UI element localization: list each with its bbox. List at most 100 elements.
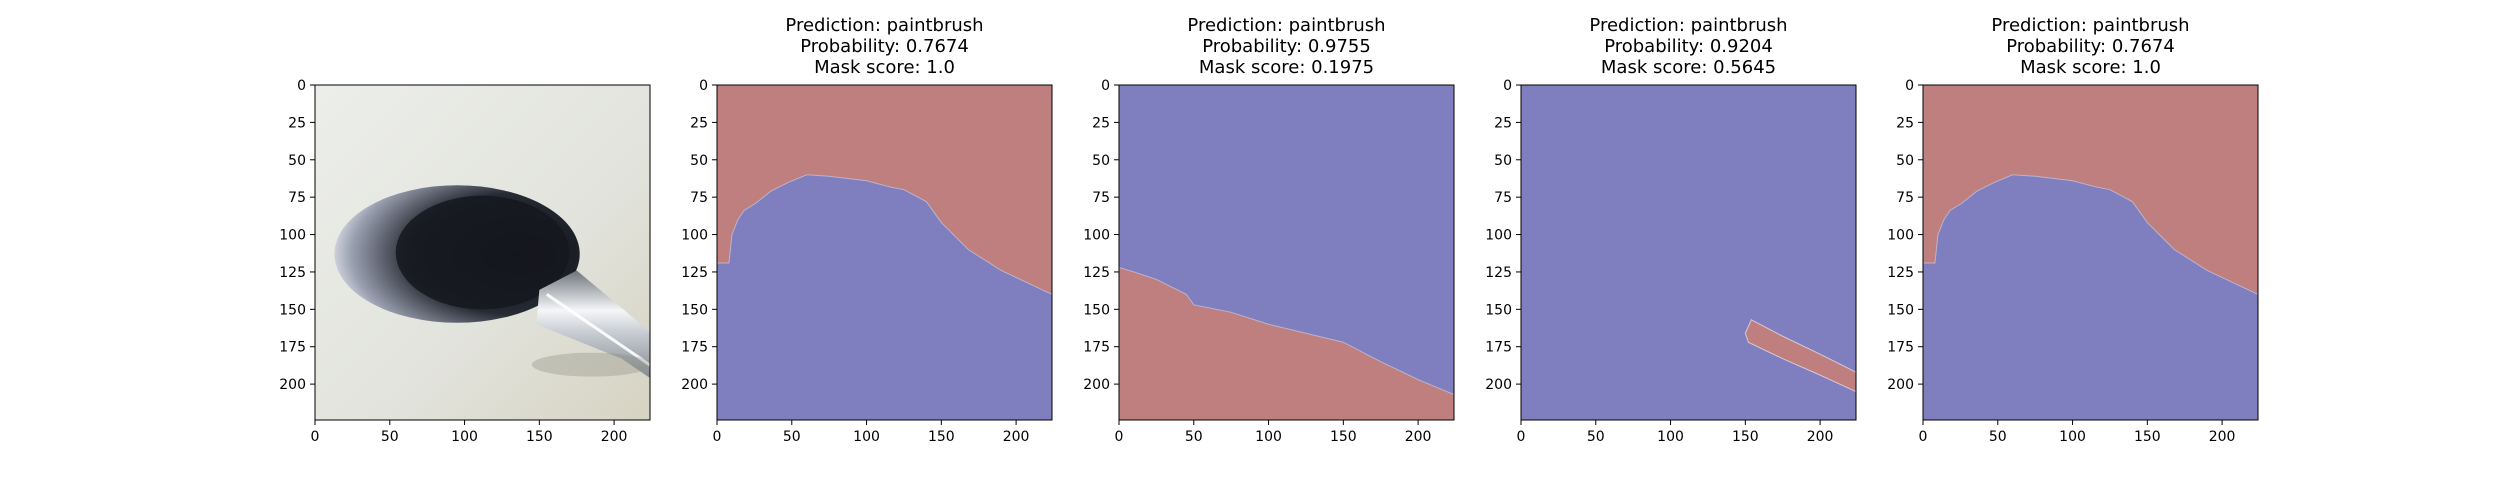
y-tick-label: 200 (279, 377, 306, 393)
y-tick-label: 125 (279, 265, 306, 281)
y-tick-label: 50 (1896, 153, 1914, 169)
y-tick-label: 100 (279, 228, 306, 244)
x-tick-label: 50 (1989, 429, 2007, 445)
x-tick-label: 50 (1185, 429, 1203, 445)
subplot-title-line: Prediction: paintbrush (1991, 15, 2189, 36)
mask-boundary (1923, 174, 2258, 295)
x-tick-label: 50 (381, 429, 399, 445)
subplot-title-line: Prediction: paintbrush (1589, 15, 1787, 36)
y-tick-label: 125 (681, 265, 708, 281)
mask-region (1744, 319, 1856, 393)
y-tick-label: 125 (1485, 265, 1512, 281)
y-tick-label: 100 (1485, 228, 1512, 244)
subplot-title-line: Probability: 0.9204 (1604, 36, 1773, 57)
x-tick-label: 100 (451, 429, 478, 445)
subplot-title-line: Prediction: paintbrush (1187, 15, 1385, 36)
subplot-4: 0 50 100 150 200 0 25 50 75 100 125 150 175 200 Predic… (1485, 15, 1857, 445)
y-tick-label: 150 (1887, 302, 1914, 318)
brush-ferrule (536, 270, 650, 379)
y-tick-label: 125 (1083, 265, 1110, 281)
subplot-title-line: Probability: 0.7674 (2006, 36, 2175, 57)
x-tick-label: 100 (853, 429, 880, 445)
y-tick-label: 0 (1905, 78, 1914, 94)
y-tick-label: 200 (681, 377, 708, 393)
y-tick-label: 150 (1083, 302, 1110, 318)
y-tick-label: 75 (288, 190, 306, 206)
y-tick-label: 150 (279, 302, 306, 318)
subplot-title-line: Mask score: 0.5645 (1601, 57, 1776, 78)
y-tick-label: 25 (1896, 115, 1914, 131)
x-tick-label: 150 (2134, 429, 2161, 445)
y-tick-label: 75 (690, 190, 708, 206)
x-tick-label: 0 (1115, 429, 1124, 445)
y-tick-label: 75 (1494, 190, 1512, 206)
y-tick-label: 175 (681, 340, 708, 356)
x-tick-label: 100 (2059, 429, 2086, 445)
y-tick-label: 100 (1887, 228, 1914, 244)
mask-region (1119, 267, 1454, 420)
y-tick-label: 100 (1083, 228, 1110, 244)
x-tick-label: 50 (1587, 429, 1605, 445)
ferrule-highlight (545, 293, 650, 367)
x-tick-label: 50 (783, 429, 801, 445)
y-tick-label: 50 (690, 153, 708, 169)
x-tick-label: 100 (1255, 429, 1282, 445)
y-tick-label: 175 (1887, 340, 1914, 356)
subplot-title-line: Mask score: 1.0 (2020, 57, 2161, 78)
y-tick-label: 0 (1503, 78, 1512, 94)
subplot-title-line: Probability: 0.9755 (1202, 36, 1371, 57)
mask-region (1923, 174, 2258, 420)
plot-area (1923, 85, 2258, 420)
x-tick-label: 0 (1919, 429, 1928, 445)
x-tick-label: 200 (1405, 429, 1432, 445)
axes-frame (1922, 84, 2259, 421)
y-tick-label: 50 (1092, 153, 1110, 169)
y-tick-label: 200 (1887, 377, 1914, 393)
y-tick-label: 125 (1887, 265, 1914, 281)
axes-frame (314, 84, 651, 421)
y-tick-label: 150 (681, 302, 708, 318)
x-tick-label: 0 (1517, 429, 1526, 445)
y-tick-label: 25 (690, 115, 708, 131)
x-tick-label: 0 (713, 429, 722, 445)
subplot-title-line: Prediction: paintbrush (785, 15, 983, 36)
plot-area (717, 85, 1052, 420)
subplot-title-line: Mask score: 0.1975 (1199, 57, 1374, 78)
y-tick-label: 175 (1083, 340, 1110, 356)
axes-frame (1118, 84, 1455, 421)
brush-bristles-core (395, 195, 570, 310)
y-tick-label: 0 (1101, 78, 1110, 94)
subplot-2: 0 50 100 150 200 0 25 50 75 100 125 150 175 200 Predic… (681, 15, 1053, 445)
x-tick-label: 150 (928, 429, 955, 445)
y-tick-label: 25 (1494, 115, 1512, 131)
x-tick-label: 200 (2209, 429, 2236, 445)
subplot-3: 0 50 100 150 200 0 25 50 75 100 125 150 175 200 Predic… (1083, 15, 1455, 445)
y-tick-label: 75 (1896, 190, 1914, 206)
y-tick-label: 175 (279, 340, 306, 356)
y-tick-label: 50 (288, 153, 306, 169)
mask-boundary (1119, 266, 1454, 396)
y-tick-label: 0 (297, 78, 306, 94)
x-tick-label: 150 (1732, 429, 1759, 445)
y-tick-label: 175 (1485, 340, 1512, 356)
brush-shadow (531, 352, 650, 377)
mask-background (1521, 85, 1856, 420)
y-tick-label: 200 (1485, 377, 1512, 393)
y-tick-label: 75 (1092, 190, 1110, 206)
plot-area (1119, 85, 1454, 420)
axes-frame (716, 84, 1053, 421)
subplot-5: 0 50 100 150 200 0 25 50 75 100 125 150 175 200 Predic… (1887, 15, 2259, 445)
mask-boundary (717, 174, 1052, 295)
subplot-1: 0 50 100 150 200 0 25 50 75 100 125 150 175 200 (279, 78, 651, 445)
x-tick-label: 0 (311, 429, 320, 445)
x-tick-label: 100 (1657, 429, 1684, 445)
x-tick-label: 200 (1807, 429, 1834, 445)
subplot-title-line: Probability: 0.7674 (800, 36, 969, 57)
x-tick-label: 150 (526, 429, 553, 445)
plot-area (315, 85, 650, 420)
y-tick-label: 150 (1485, 302, 1512, 318)
axes-frame (1520, 84, 1857, 421)
y-tick-label: 200 (1083, 377, 1110, 393)
y-tick-label: 25 (1092, 115, 1110, 131)
x-tick-label: 200 (601, 429, 628, 445)
